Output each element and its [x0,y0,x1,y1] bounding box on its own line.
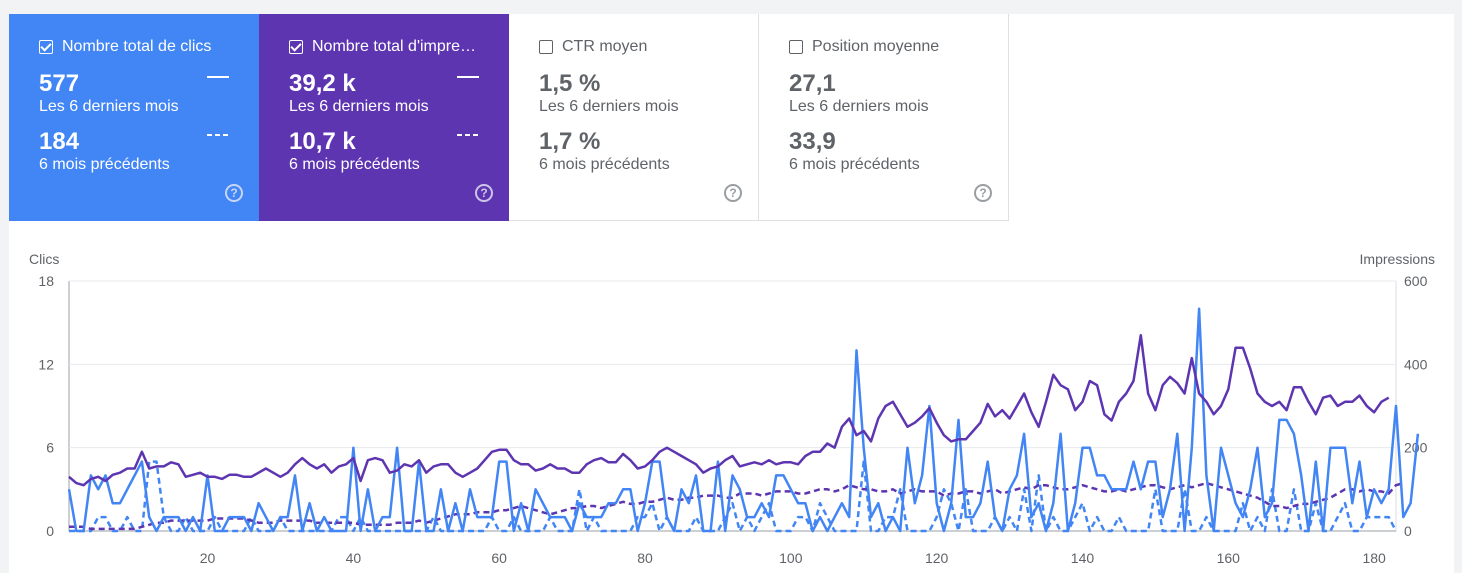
impressions-current-series-line [68,333,1390,487]
right-axis-title: Impressions [1360,251,1435,267]
x-tick-label: 160 [1217,550,1241,566]
metric-value-current: 27,1 [789,70,836,97]
left-tick-label: 6 [46,440,54,456]
help-icon[interactable]: ? [974,184,992,202]
x-tick-label: 40 [346,550,362,566]
metric-header: Position moyenne [789,38,939,56]
dashed-line-legend-icon [207,134,229,136]
help-icon[interactable]: ? [225,184,243,202]
metric-label: Nombre total de clics [62,38,212,55]
metric-label: Nombre total d'impre… [312,38,476,55]
checkbox-unchecked-icon[interactable] [789,40,803,54]
metric-card-ctr[interactable]: CTR moyen 1,5 % Les 6 derniers mois 1,7 … [509,14,759,221]
x-tick-label: 180 [1362,550,1386,566]
left-tick-label: 12 [38,356,54,372]
clicks-current-series-line [67,307,1420,533]
left-axis-title: Clics [29,251,59,267]
x-tick-label: 100 [779,550,803,566]
right-tick-label: 600 [1404,273,1428,289]
solid-line-legend-icon [207,76,229,78]
left-axis-ticks: 18 12 6 0 [38,273,54,539]
metric-label: CTR moyen [562,38,648,55]
metric-value-previous: 184 [39,128,80,155]
help-icon[interactable]: ? [475,184,493,202]
metric-label: Position moyenne [812,38,940,55]
metric-value-current: 39,2 k [289,70,356,97]
metric-period-current: Les 6 derniers mois [39,98,179,115]
dashed-line-legend-icon [457,134,479,136]
metric-card-position[interactable]: Position moyenne 27,1 Les 6 derniers moi… [759,14,1009,221]
x-tick-label: 80 [637,550,653,566]
gridlines [68,280,1397,532]
metric-value-previous: 33,9 [789,128,836,155]
x-tick-label: 20 [200,550,216,566]
metric-header: Nombre total d'impre… [289,38,476,56]
metric-value-previous: 1,7 % [539,128,601,155]
checkbox-checked-icon[interactable] [39,40,53,54]
right-tick-label: 400 [1404,356,1428,372]
metric-card-impressions[interactable]: Nombre total d'impre… 39,2 k Les 6 derni… [259,14,509,221]
metric-header: Nombre total de clics [39,38,211,56]
solid-line-legend-icon [457,76,479,78]
clicks-previous-series-line [69,460,1398,533]
right-tick-label: 0 [1404,523,1412,539]
help-icon[interactable]: ? [724,184,742,202]
metric-card-clicks[interactable]: Nombre total de clics 577 Les 6 derniers… [9,14,259,221]
x-tick-label: 120 [925,550,949,566]
left-tick-label: 0 [46,523,54,539]
metric-period-current: Les 6 derniers mois [789,98,929,115]
metric-header: CTR moyen [539,38,647,56]
x-tick-label: 60 [491,550,507,566]
metric-period-previous: 6 mois précédents [39,156,170,173]
metric-value-previous: 10,7 k [289,128,356,155]
metric-value-current: 577 [39,70,80,97]
metric-period-previous: 6 mois précédents [789,156,920,173]
metric-value-current: 1,5 % [539,70,601,97]
series-lines [67,307,1420,533]
checkbox-unchecked-icon[interactable] [539,40,553,54]
metric-period-previous: 6 mois précédents [289,156,420,173]
metric-period-current: Les 6 derniers mois [289,98,429,115]
metric-period-previous: 6 mois précédents [539,156,670,173]
left-tick-label: 18 [38,273,54,289]
checkbox-checked-icon[interactable] [289,40,303,54]
x-tick-label: 140 [1071,550,1095,566]
metric-period-current: Les 6 derniers mois [539,98,679,115]
x-axis-ticks: 20 40 60 80 100 120 140 160 180 [200,550,1386,566]
